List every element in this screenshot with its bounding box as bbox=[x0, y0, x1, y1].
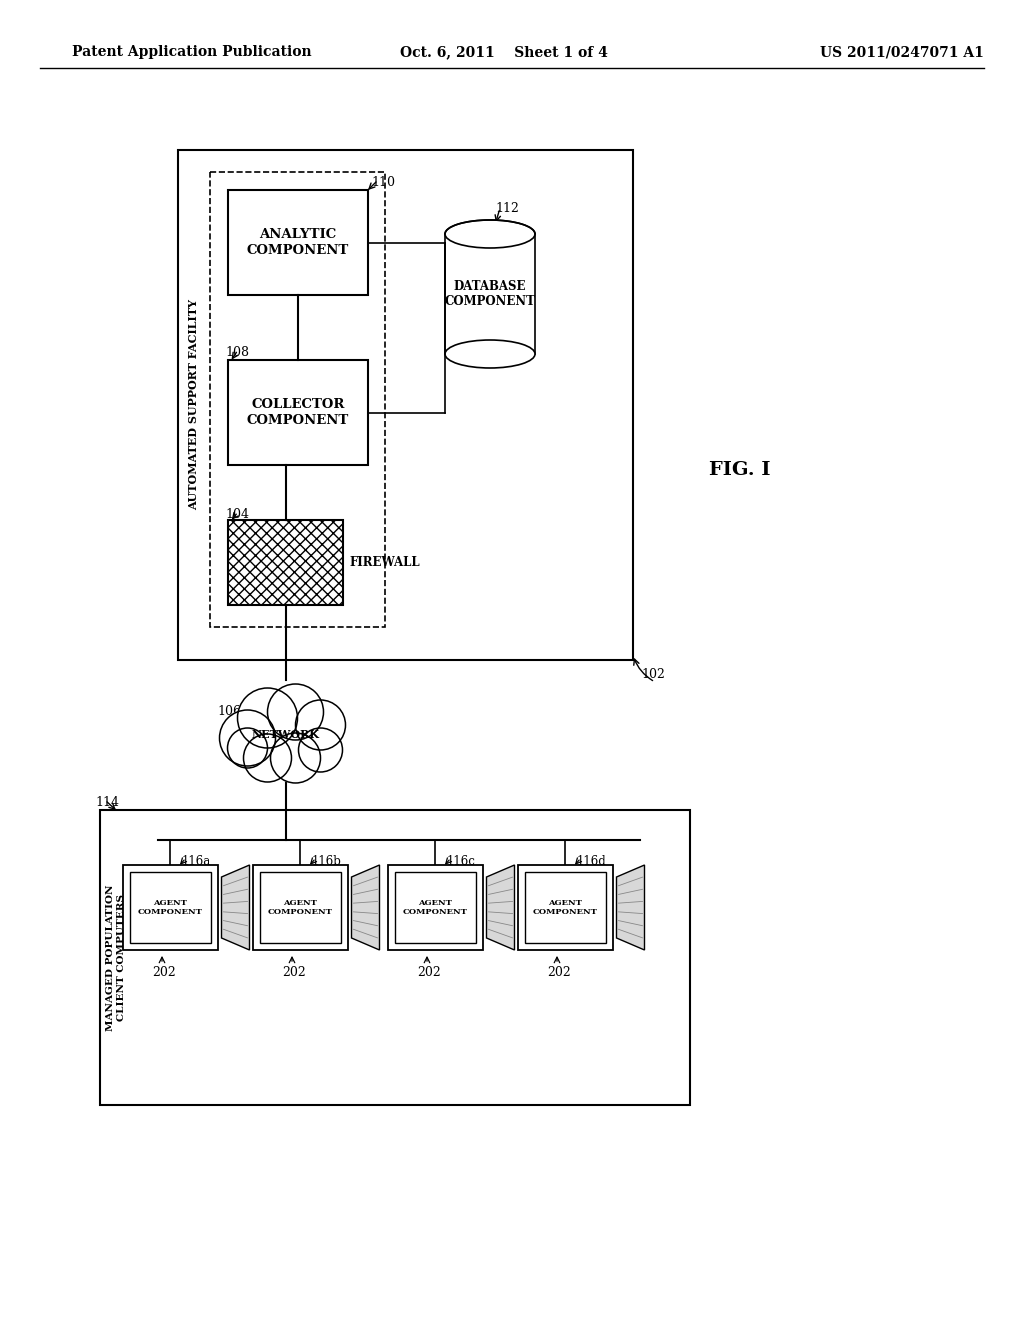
Text: 104: 104 bbox=[225, 508, 249, 521]
Text: US 2011/0247071 A1: US 2011/0247071 A1 bbox=[820, 45, 984, 59]
Circle shape bbox=[227, 729, 267, 768]
Circle shape bbox=[296, 700, 345, 750]
Text: 116b: 116b bbox=[312, 855, 342, 869]
Bar bbox=[228, 360, 368, 465]
Text: 116c: 116c bbox=[447, 855, 476, 869]
Text: FIG. I: FIG. I bbox=[710, 461, 771, 479]
Bar bbox=[524, 873, 605, 942]
Ellipse shape bbox=[445, 220, 535, 248]
Polygon shape bbox=[616, 865, 644, 950]
Text: ANALYTIC
COMPONENT: ANALYTIC COMPONENT bbox=[247, 228, 349, 256]
Polygon shape bbox=[221, 865, 250, 950]
Bar bbox=[228, 520, 343, 605]
Bar bbox=[387, 865, 482, 950]
Text: 102: 102 bbox=[641, 668, 665, 681]
Bar bbox=[129, 873, 211, 942]
Text: AUTOMATED SUPPORT FACILITY: AUTOMATED SUPPORT FACILITY bbox=[188, 300, 200, 511]
Bar bbox=[210, 172, 385, 627]
Text: 106: 106 bbox=[217, 705, 242, 718]
Text: 202: 202 bbox=[547, 966, 570, 979]
Text: 202: 202 bbox=[417, 966, 440, 979]
Text: FIREWALL: FIREWALL bbox=[349, 556, 420, 569]
Circle shape bbox=[267, 684, 324, 741]
Text: MANAGED POPULATION
CLIENT COMPUTERS: MANAGED POPULATION CLIENT COMPUTERS bbox=[106, 884, 126, 1031]
Bar bbox=[253, 865, 347, 950]
Circle shape bbox=[270, 733, 321, 783]
Bar bbox=[178, 150, 633, 660]
Bar bbox=[100, 810, 690, 1105]
Circle shape bbox=[244, 734, 292, 781]
Text: NETWORK: NETWORK bbox=[252, 730, 319, 741]
Polygon shape bbox=[351, 865, 380, 950]
Bar bbox=[445, 234, 535, 354]
Bar bbox=[259, 873, 341, 942]
Text: Patent Application Publication: Patent Application Publication bbox=[72, 45, 311, 59]
Text: 108: 108 bbox=[225, 346, 249, 359]
Text: 202: 202 bbox=[282, 966, 306, 979]
Bar bbox=[123, 865, 217, 950]
Circle shape bbox=[219, 710, 275, 766]
Polygon shape bbox=[486, 865, 514, 950]
Text: 112: 112 bbox=[495, 202, 519, 215]
Text: DATABASE
COMPONENT: DATABASE COMPONENT bbox=[444, 280, 536, 308]
Text: AGENT
COMPONENT: AGENT COMPONENT bbox=[532, 899, 597, 916]
Text: AGENT
COMPONENT: AGENT COMPONENT bbox=[267, 899, 333, 916]
Text: COLLECTOR
COMPONENT: COLLECTOR COMPONENT bbox=[247, 399, 349, 426]
Bar bbox=[228, 190, 368, 294]
Bar bbox=[517, 865, 612, 950]
Ellipse shape bbox=[445, 341, 535, 368]
Circle shape bbox=[238, 688, 298, 748]
Text: AGENT
COMPONENT: AGENT COMPONENT bbox=[402, 899, 467, 916]
Text: 202: 202 bbox=[152, 966, 176, 979]
Text: Oct. 6, 2011    Sheet 1 of 4: Oct. 6, 2011 Sheet 1 of 4 bbox=[400, 45, 608, 59]
Text: 116d: 116d bbox=[577, 855, 607, 869]
Text: 114: 114 bbox=[95, 796, 119, 809]
Bar bbox=[394, 873, 475, 942]
Text: 116a: 116a bbox=[182, 855, 211, 869]
Circle shape bbox=[299, 729, 342, 772]
Text: 110: 110 bbox=[371, 176, 395, 189]
Text: AGENT
COMPONENT: AGENT COMPONENT bbox=[137, 899, 203, 916]
